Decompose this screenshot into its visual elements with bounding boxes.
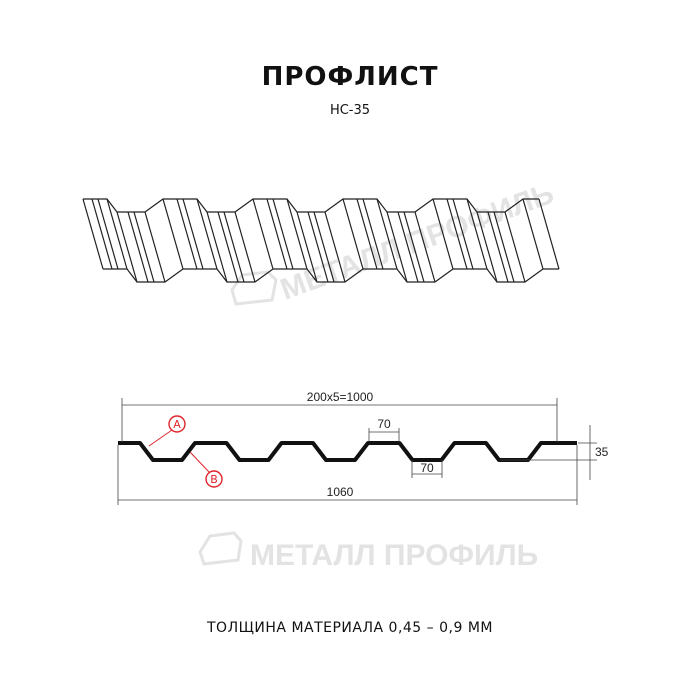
callout-b: B: [189, 451, 223, 488]
dimension-lines: [117, 398, 597, 505]
profile-3d-edge: [446, 198, 468, 270]
profile-3d-edge: [83, 198, 539, 213]
profile-section: [118, 441, 577, 462]
height-label: 35: [595, 445, 609, 459]
profile-3d-edge: [493, 211, 515, 283]
profile-3d-edge: [217, 211, 239, 283]
profile-3d-edge: [103, 268, 559, 283]
watermark-logo-icon: [198, 531, 243, 566]
profile-3d-edge: [176, 198, 198, 270]
material-thickness: ТОЛЩИНА МАТЕРИАЛА 0,45 – 0,9 ММ: [207, 620, 493, 636]
profile-3d-edge: [82, 198, 104, 270]
profile-3d-edge: [182, 198, 204, 270]
callout-a-label: A: [173, 418, 181, 431]
profile-3d-edge: [91, 198, 113, 270]
profile-3d-edge: [504, 211, 526, 283]
profile-3d-edge: [432, 198, 454, 270]
profile-3d-edge: [106, 198, 128, 270]
top-width-label: 70: [377, 417, 391, 431]
profile-3d-edge: [362, 198, 384, 270]
bottom-width-label: 70: [420, 461, 434, 475]
callout-a: A: [148, 415, 186, 447]
watermark-text: МЕТАЛЛ ПРОФИЛЬ: [276, 177, 558, 307]
profile-3d-edge: [342, 198, 364, 270]
profile-3d-edge: [466, 198, 488, 270]
profile-3d-edge: [223, 211, 245, 283]
profile-3d-edge: [272, 198, 294, 270]
profile-section-line: [118, 441, 577, 462]
profile-3d-edge: [252, 198, 274, 270]
profile-3d-edge: [116, 211, 138, 283]
profile-3d-edge: [206, 211, 228, 283]
profile-3d-edge: [307, 211, 329, 283]
profile-code: НС-35: [329, 103, 371, 118]
profile-3d-edge: [386, 211, 408, 283]
profile-3d-edge: [376, 198, 398, 270]
profile-3d-edge: [296, 211, 318, 283]
profile-3d-edge: [196, 198, 218, 270]
profile-3d-edge: [356, 198, 378, 270]
total-width-label: 1060: [327, 485, 354, 499]
profile-3d-edge: [313, 211, 335, 283]
profile-3d-edge: [162, 198, 184, 270]
profile-3d-view: [82, 198, 560, 283]
profile-3d-edge: [538, 198, 560, 270]
profile-3d-edge: [144, 211, 166, 283]
profile-3d-edge: [97, 198, 119, 270]
profile-3d-edge: [286, 198, 308, 270]
page-title: ПРОФЛИСТ: [261, 62, 439, 92]
watermark-text: МЕТАЛЛ ПРОФИЛЬ: [250, 539, 538, 572]
profile-3d-edge: [487, 211, 509, 283]
profile-3d-edge: [266, 198, 288, 270]
profile-3d-edge: [476, 211, 498, 283]
profile-3d-edge: [414, 211, 436, 283]
watermark-2d: МЕТАЛЛ ПРОФИЛЬ: [198, 531, 538, 572]
profile-3d-edge: [403, 211, 425, 283]
profile-3d-edge: [452, 198, 474, 270]
profile-3d-edge: [522, 198, 544, 270]
callout-b-label: B: [210, 473, 218, 486]
pitch-dimension-label: 200x5=1000: [307, 390, 374, 404]
profile-3d-edge: [234, 211, 256, 283]
profile-3d-edge: [133, 211, 155, 283]
profile-3d-edge: [127, 211, 149, 283]
profile-3d-edge: [397, 211, 419, 283]
profile-3d-edge: [324, 211, 346, 283]
